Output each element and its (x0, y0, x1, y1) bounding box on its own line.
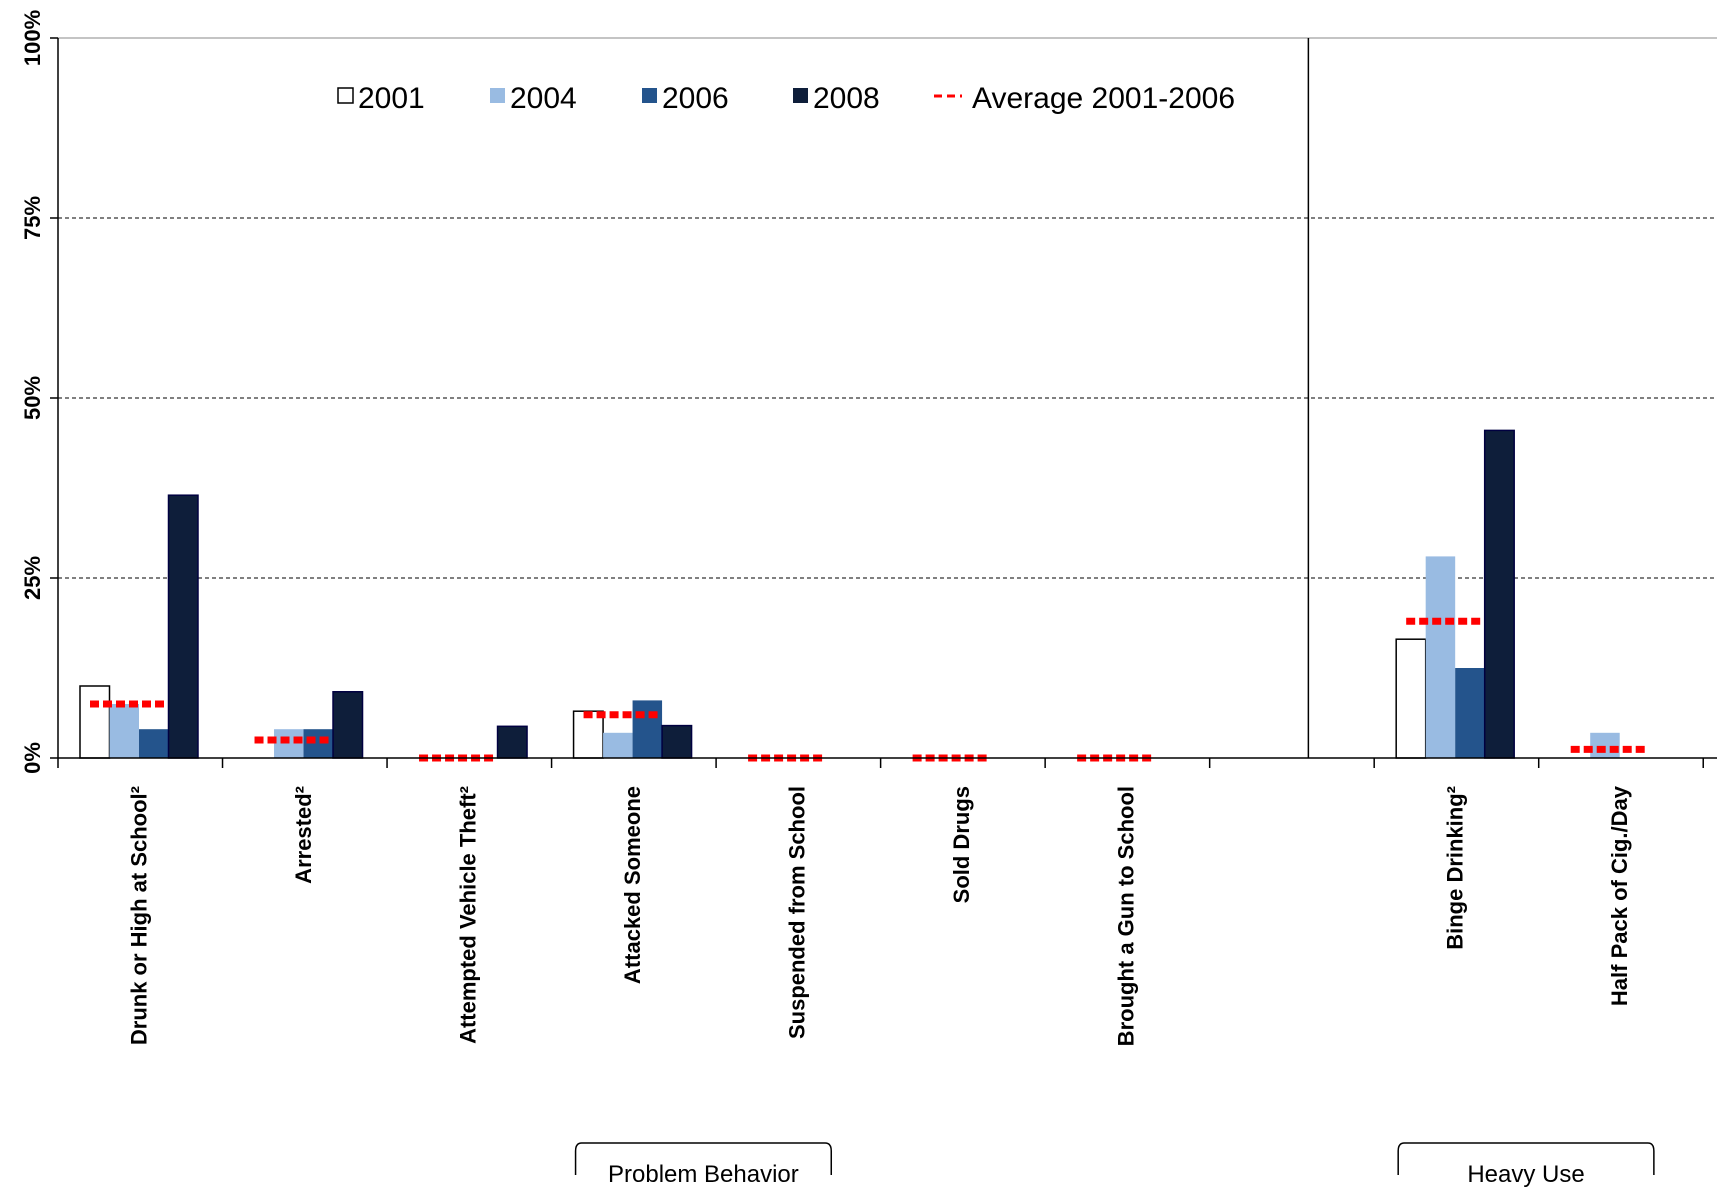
x-tick-label: Binge Drinking² (1442, 786, 1467, 950)
y-tick-label: 100% (20, 10, 45, 66)
y-tick-label: 0% (20, 742, 45, 774)
x-tick-label: Attempted Vehicle Theft² (455, 786, 480, 1044)
legend-label: 2008 (813, 82, 880, 115)
bar-2001 (1395, 638, 1427, 759)
bar-2001 (79, 685, 111, 759)
bar-2004 (109, 704, 139, 758)
legend-swatch (793, 88, 808, 103)
legend-label: 2006 (662, 82, 729, 115)
bar-2004 (274, 729, 304, 758)
x-tick-label: Suspended from School (784, 786, 809, 1039)
y-axis-ticks: 0% 25% 50% 75% 100% (20, 10, 58, 774)
x-tick-label: Half Pack of Cig./Day (1607, 785, 1632, 1006)
bar-2006 (303, 729, 334, 758)
category-groups: Problem Behavior Heavy Use (574, 1142, 1655, 1188)
bar-2008 (1483, 429, 1515, 759)
legend-label: 2001 (358, 82, 425, 115)
y-tick-label: 75% (20, 196, 45, 240)
legend-label: Average 2001-2006 (972, 82, 1235, 115)
legend: 2001 2004 2006 2008 Average 2001-2006 (337, 82, 1235, 115)
x-tick-label: Sold Drugs (949, 786, 974, 903)
bar-2008 (332, 691, 364, 759)
bar-2008 (167, 494, 199, 759)
bar-2006 (632, 700, 663, 758)
x-tick-label: Drunk or High at School² (126, 786, 151, 1045)
grid-lines (58, 37, 1717, 579)
x-axis-ticks: Drunk or High at School² Arrested² Attempt… (57, 758, 1704, 1046)
y-tick-label: 25% (20, 556, 45, 600)
x-tick-label: Attacked Someone (620, 786, 645, 984)
legend-swatch (642, 88, 657, 103)
bar-2004 (1590, 732, 1620, 758)
bar-2008 (661, 724, 693, 759)
axes (57, 38, 1717, 759)
group-bracket (574, 1142, 833, 1175)
bar-2008 (496, 725, 528, 759)
x-tick-label: Arrested² (291, 786, 316, 884)
group-label: Problem Behavior (608, 1161, 799, 1188)
bars (79, 429, 1620, 759)
bar-2004 (603, 732, 633, 758)
legend-swatch (490, 88, 505, 103)
y-tick-label: 50% (20, 376, 45, 420)
bar-2006 (1455, 668, 1485, 758)
legend-label: 2004 (510, 82, 577, 115)
bar-2006 (139, 729, 169, 758)
group-label: Heavy Use (1467, 1161, 1584, 1188)
x-tick-label: Brought a Gun to School (1113, 786, 1138, 1046)
group-bracket (1397, 1142, 1655, 1175)
legend-swatch (337, 87, 354, 104)
bar-2004 (1425, 556, 1456, 758)
